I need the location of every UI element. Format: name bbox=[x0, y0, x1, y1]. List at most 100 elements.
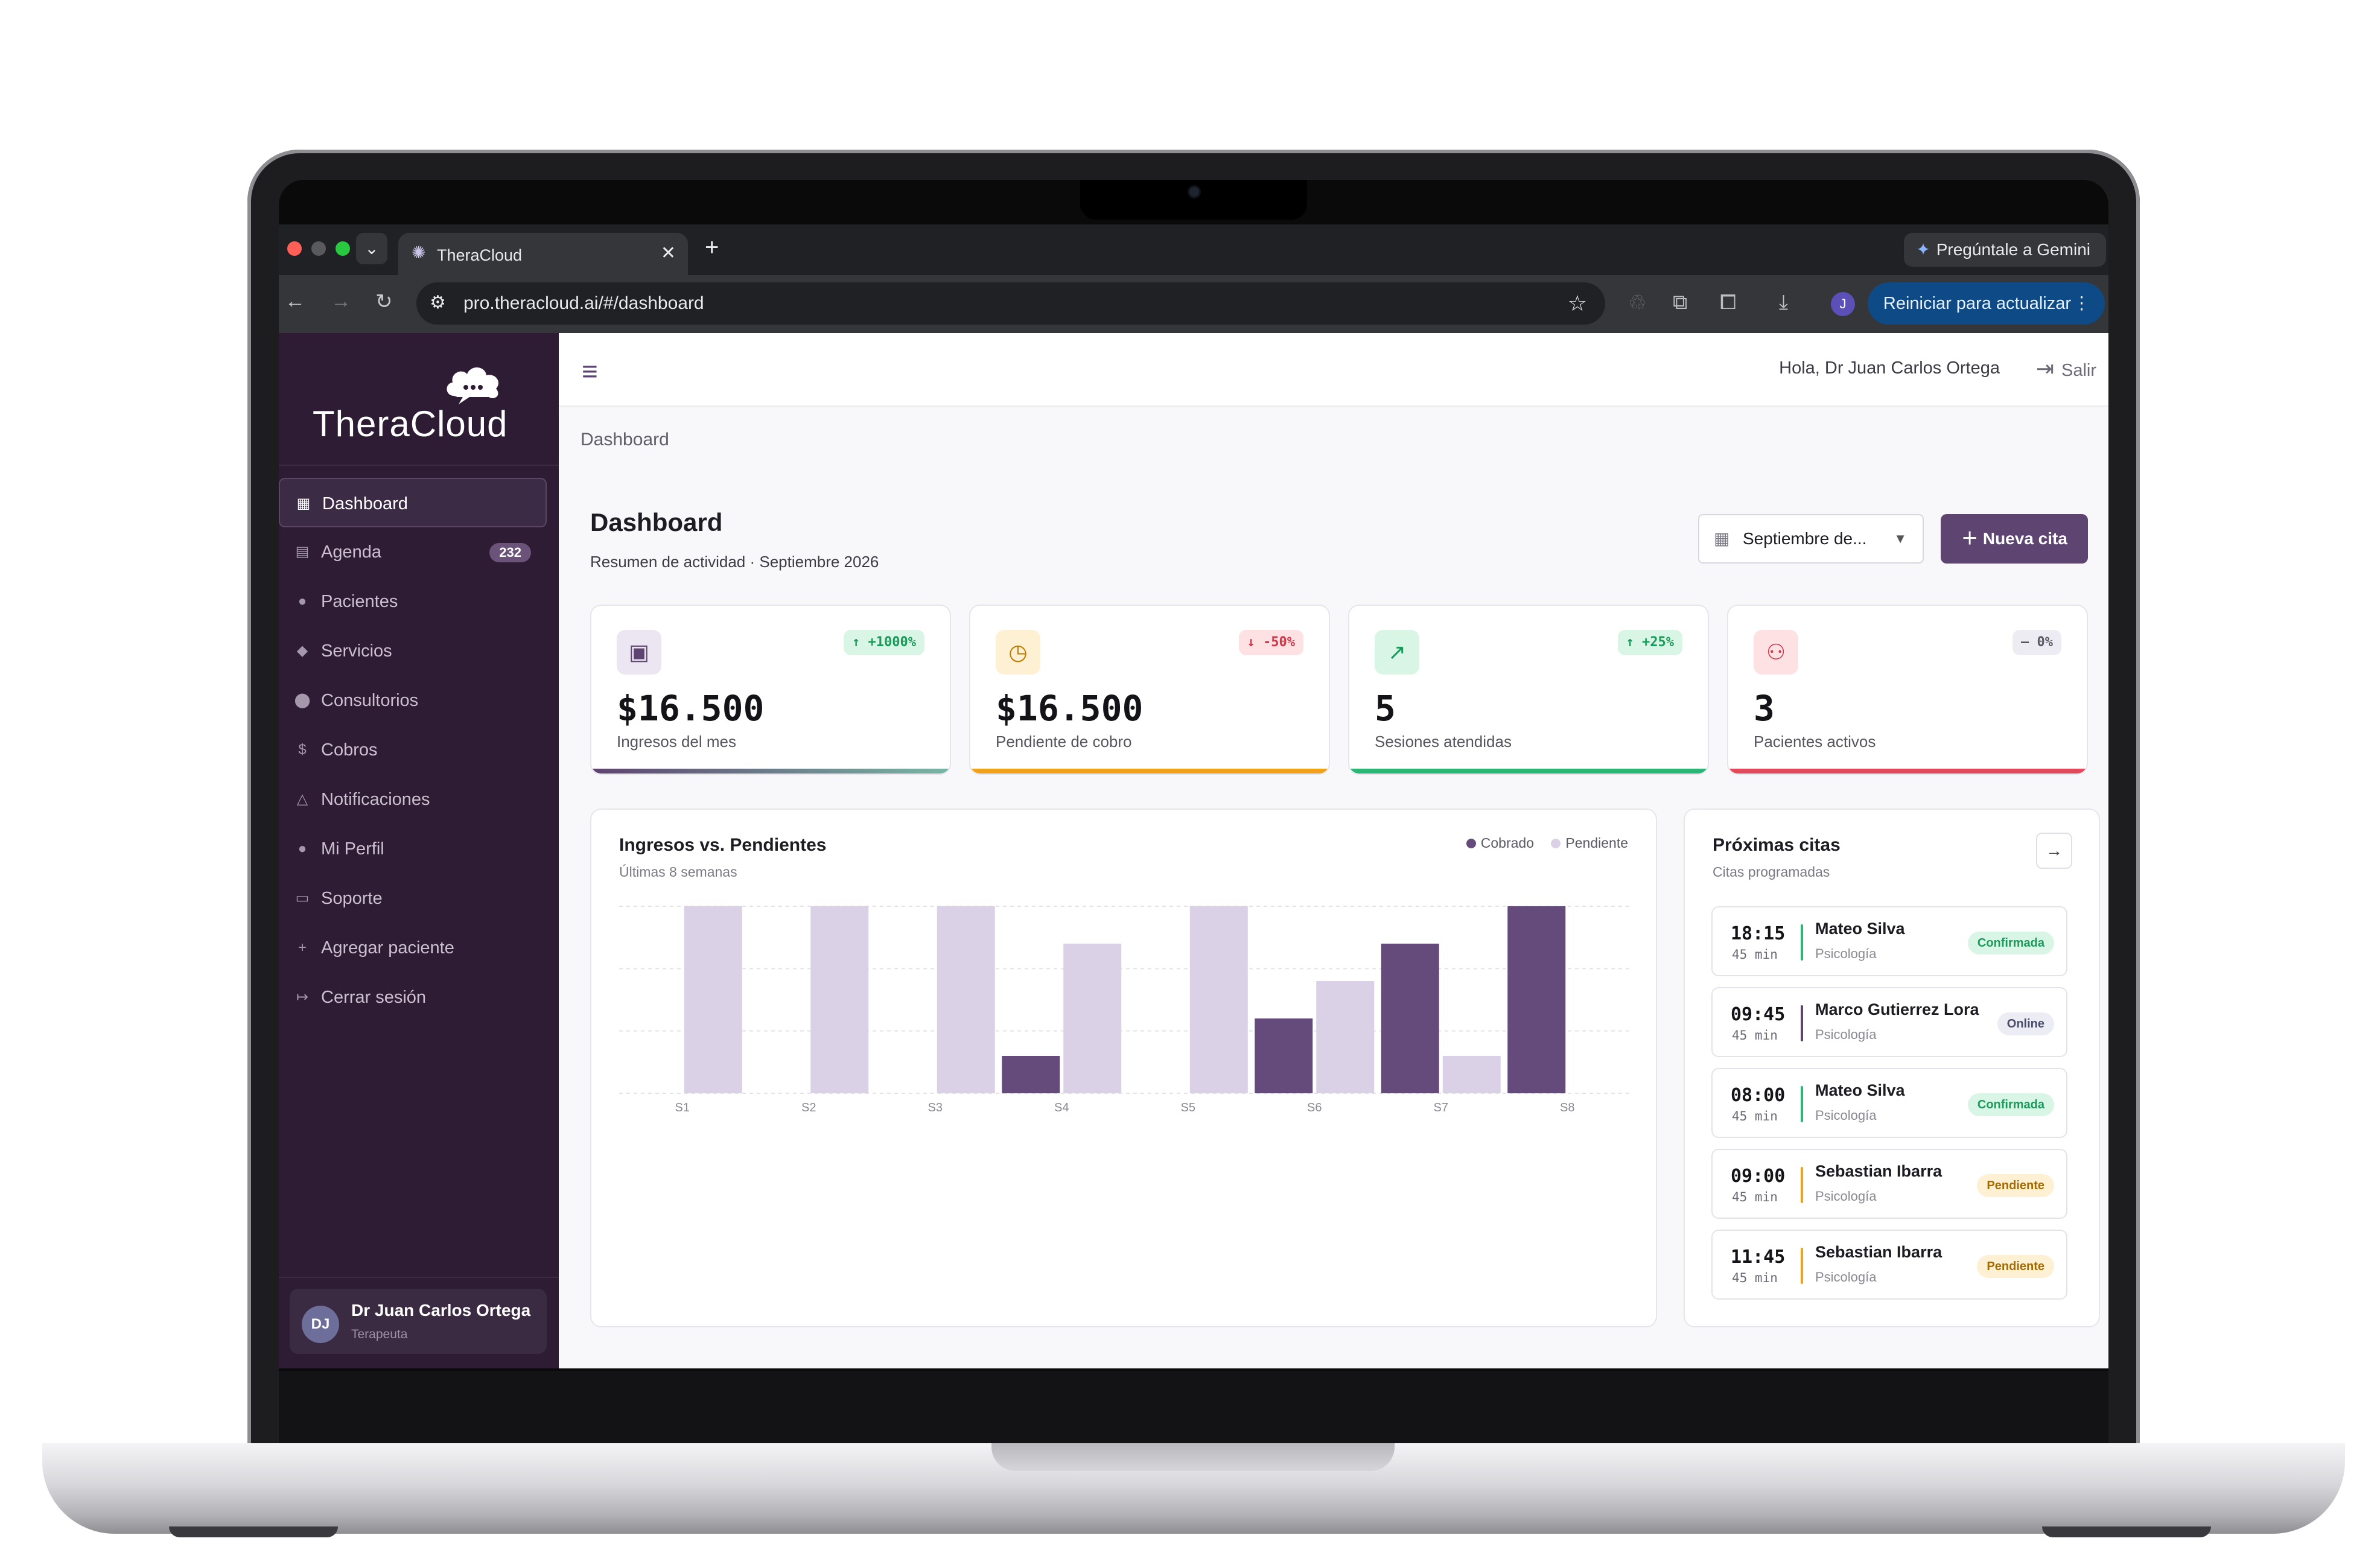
screen: ⌄ ✺ TheraCloud ✕ + ✦ Pregúntale a Gemini … bbox=[279, 224, 2108, 1368]
recycle-icon[interactable]: ♲ bbox=[1628, 291, 1647, 314]
sidebar-item-cobros[interactable]: $ Cobros bbox=[279, 725, 547, 775]
browser-tab[interactable]: ✺ TheraCloud ✕ bbox=[398, 233, 688, 275]
appointment-status-line bbox=[1801, 1167, 1803, 1203]
sidebar-item-label: Agenda bbox=[321, 542, 381, 562]
breadcrumb[interactable]: Dashboard bbox=[581, 430, 669, 449]
appointment-item[interactable]: 18:15 45 min Mateo Silva Psicología Confirma… bbox=[1711, 906, 2067, 976]
browser-tabstrip: ⌄ ✺ TheraCloud ✕ + ✦ Pregúntale a Gemini bbox=[279, 224, 2108, 275]
bar-cobrado bbox=[1255, 1018, 1313, 1093]
bar-chart: S1 S2 S3 S4 S5 S6 S7 S8 bbox=[619, 906, 1631, 1114]
gemini-button[interactable]: ✦ Pregúntale a Gemini bbox=[1904, 233, 2106, 267]
sidebar-item-dashboard[interactable]: ▦ Dashboard bbox=[279, 478, 547, 527]
menu-hamburger-icon[interactable]: ≡ bbox=[582, 355, 598, 387]
tab-search-chevron-icon[interactable]: ⌄ bbox=[356, 233, 387, 264]
gemini-sparkle-icon: ✦ bbox=[1916, 240, 1930, 259]
new-appointment-button[interactable]: ＋ Nueva cita bbox=[1941, 514, 2088, 564]
sidebar-item-consultorios[interactable]: ⬤ Consultorios bbox=[279, 676, 547, 725]
address-bar[interactable]: ⚙ pro.theracloud.ai/#/dashboard ☆ bbox=[416, 282, 1605, 325]
kpi-accent-bar bbox=[970, 769, 1329, 774]
chat-icon: ▭ bbox=[295, 890, 310, 906]
more-vert-icon[interactable]: ⋮ bbox=[2073, 294, 2090, 313]
gemini-label: Pregúntale a Gemini bbox=[1936, 240, 2090, 259]
sidebar-item-mi-perfil[interactable]: ● Mi Perfil bbox=[279, 824, 547, 874]
sidebar-item-cerrar-sesion[interactable]: ↦ Cerrar sesión bbox=[279, 973, 547, 1022]
laptop-foot bbox=[169, 1526, 338, 1537]
appointment-time: 11:45 bbox=[1731, 1247, 1786, 1268]
legend-swatch bbox=[1466, 839, 1476, 848]
appointments-title: Próximas citas bbox=[1713, 835, 1841, 855]
kpi-card-patients: ⚇ – 0% 3 Pacientes activos bbox=[1727, 605, 2088, 775]
dollar-icon: $ bbox=[298, 742, 307, 758]
bar-pendiente bbox=[684, 906, 742, 1093]
extensions-puzzle-icon[interactable]: ⧠ bbox=[1720, 291, 1737, 314]
money-icon: ▣ bbox=[617, 630, 661, 675]
bookmark-star-icon[interactable]: ☆ bbox=[1567, 291, 1587, 316]
zoom-window-button[interactable] bbox=[336, 241, 350, 256]
logo-cloud-icon bbox=[447, 367, 499, 404]
appointment-status-line bbox=[1801, 1086, 1803, 1122]
back-arrow-icon[interactable]: ← bbox=[285, 290, 305, 313]
divider bbox=[279, 1277, 559, 1278]
avatar: DJ bbox=[302, 1306, 339, 1343]
sidebar-item-agenda[interactable]: ▤ Agenda 232 bbox=[279, 527, 547, 577]
legend-label: Pendiente bbox=[1565, 835, 1628, 851]
person-icon: ● bbox=[298, 593, 307, 609]
close-window-button[interactable] bbox=[287, 241, 302, 256]
legend-label: Cobrado bbox=[1480, 835, 1535, 851]
copy-icon[interactable]: ⧉ bbox=[1673, 291, 1688, 314]
user-card[interactable]: DJ Dr Juan Carlos Ortega Terapeuta bbox=[290, 1289, 547, 1354]
appointment-item[interactable]: 11:45 45 min Sebastian Ibarra Psicología Pen… bbox=[1711, 1230, 2067, 1300]
update-button[interactable]: Reiniciar para actualizar ⋮ bbox=[1867, 282, 2105, 325]
bar-cobrado bbox=[1381, 944, 1439, 1093]
bar-pendiente bbox=[1063, 944, 1122, 1093]
forward-arrow-icon[interactable]: → bbox=[331, 290, 351, 313]
sidebar-item-servicios[interactable]: ◆ Servicios bbox=[279, 626, 547, 676]
appointment-duration: 45 min bbox=[1732, 1028, 1778, 1043]
close-tab-icon[interactable]: ✕ bbox=[660, 243, 676, 263]
sidebar-item-notificaciones[interactable]: △ Notificaciones bbox=[279, 775, 547, 824]
kpi-card-sessions: ↗ ↑ +25% 5 Sesiones atendidas bbox=[1348, 605, 1709, 775]
appointment-specialty: Psicología bbox=[1815, 946, 1877, 961]
sidebar-item-soporte[interactable]: ▭ Soporte bbox=[279, 874, 547, 923]
kpi-label: Ingresos del mes bbox=[617, 732, 736, 751]
minimize-window-button[interactable] bbox=[311, 241, 326, 256]
bar-pendiente bbox=[1189, 906, 1248, 1093]
greeting: Hola, Dr Juan Carlos Ortega bbox=[1779, 358, 2000, 378]
kpi-label: Pacientes activos bbox=[1754, 732, 1876, 751]
kpi-label: Sesiones atendidas bbox=[1375, 732, 1512, 751]
kpi-trend-badge: ↑ +25% bbox=[1617, 630, 1682, 655]
view-all-arrow-icon[interactable]: → bbox=[2036, 833, 2072, 869]
x-tick-label: S6 bbox=[1307, 1101, 1322, 1114]
profile-avatar[interactable]: J bbox=[1831, 292, 1855, 316]
month-select-value: Septiembre de... bbox=[1743, 529, 1867, 548]
sidebar-item-pacientes[interactable]: ● Pacientes bbox=[279, 577, 547, 626]
chevron-down-icon: ▼ bbox=[1894, 531, 1907, 546]
app: TheraCloud ▦ Dashboard ▤ Agenda 232 ● Pacien… bbox=[279, 333, 2108, 1368]
sidebar-item-agregar-paciente[interactable]: + Agregar paciente bbox=[279, 923, 547, 973]
sidebar-nav: ▦ Dashboard ▤ Agenda 232 ● Pacientes ◆ Servic… bbox=[279, 478, 559, 1022]
legend-swatch bbox=[1551, 839, 1561, 848]
appointment-duration: 45 min bbox=[1732, 1109, 1778, 1123]
chart-title: Ingresos vs. Pendientes bbox=[619, 835, 827, 855]
reload-icon[interactable]: ↻ bbox=[375, 290, 393, 313]
user-name: Dr Juan Carlos Ortega bbox=[351, 1301, 531, 1320]
appointment-item[interactable]: 09:00 45 min Sebastian Ibarra Psicología Pen… bbox=[1711, 1149, 2067, 1219]
appointment-item[interactable]: 08:00 45 min Mateo Silva Psicología Confirma… bbox=[1711, 1068, 2067, 1138]
site-settings-icon[interactable]: ⚙ bbox=[430, 293, 446, 313]
kpi-value: 5 bbox=[1375, 688, 1396, 729]
calendar-icon: ▤ bbox=[295, 544, 310, 560]
tab-title: TheraCloud bbox=[437, 246, 523, 264]
download-icon[interactable]: ⤓ bbox=[1779, 291, 1789, 314]
bar-cobrado bbox=[1507, 906, 1566, 1093]
logout-button[interactable]: ⇥ Salir bbox=[2036, 356, 2096, 381]
sidebar-item-label: Pacientes bbox=[321, 592, 398, 611]
new-tab-button[interactable]: + bbox=[705, 234, 719, 261]
appointment-time: 09:45 bbox=[1731, 1004, 1786, 1025]
appointment-item[interactable]: 09:45 45 min Marco Gutierrez Lora Psicologí… bbox=[1711, 987, 2067, 1057]
trend-icon: ↗ bbox=[1375, 630, 1419, 675]
month-select[interactable]: ▦ Septiembre de... ▼ bbox=[1698, 514, 1924, 564]
logout-label: Salir bbox=[2061, 361, 2096, 380]
appointment-duration: 45 min bbox=[1732, 1271, 1778, 1285]
appointment-status-line bbox=[1801, 1248, 1803, 1284]
appointment-duration: 45 min bbox=[1732, 1190, 1778, 1204]
